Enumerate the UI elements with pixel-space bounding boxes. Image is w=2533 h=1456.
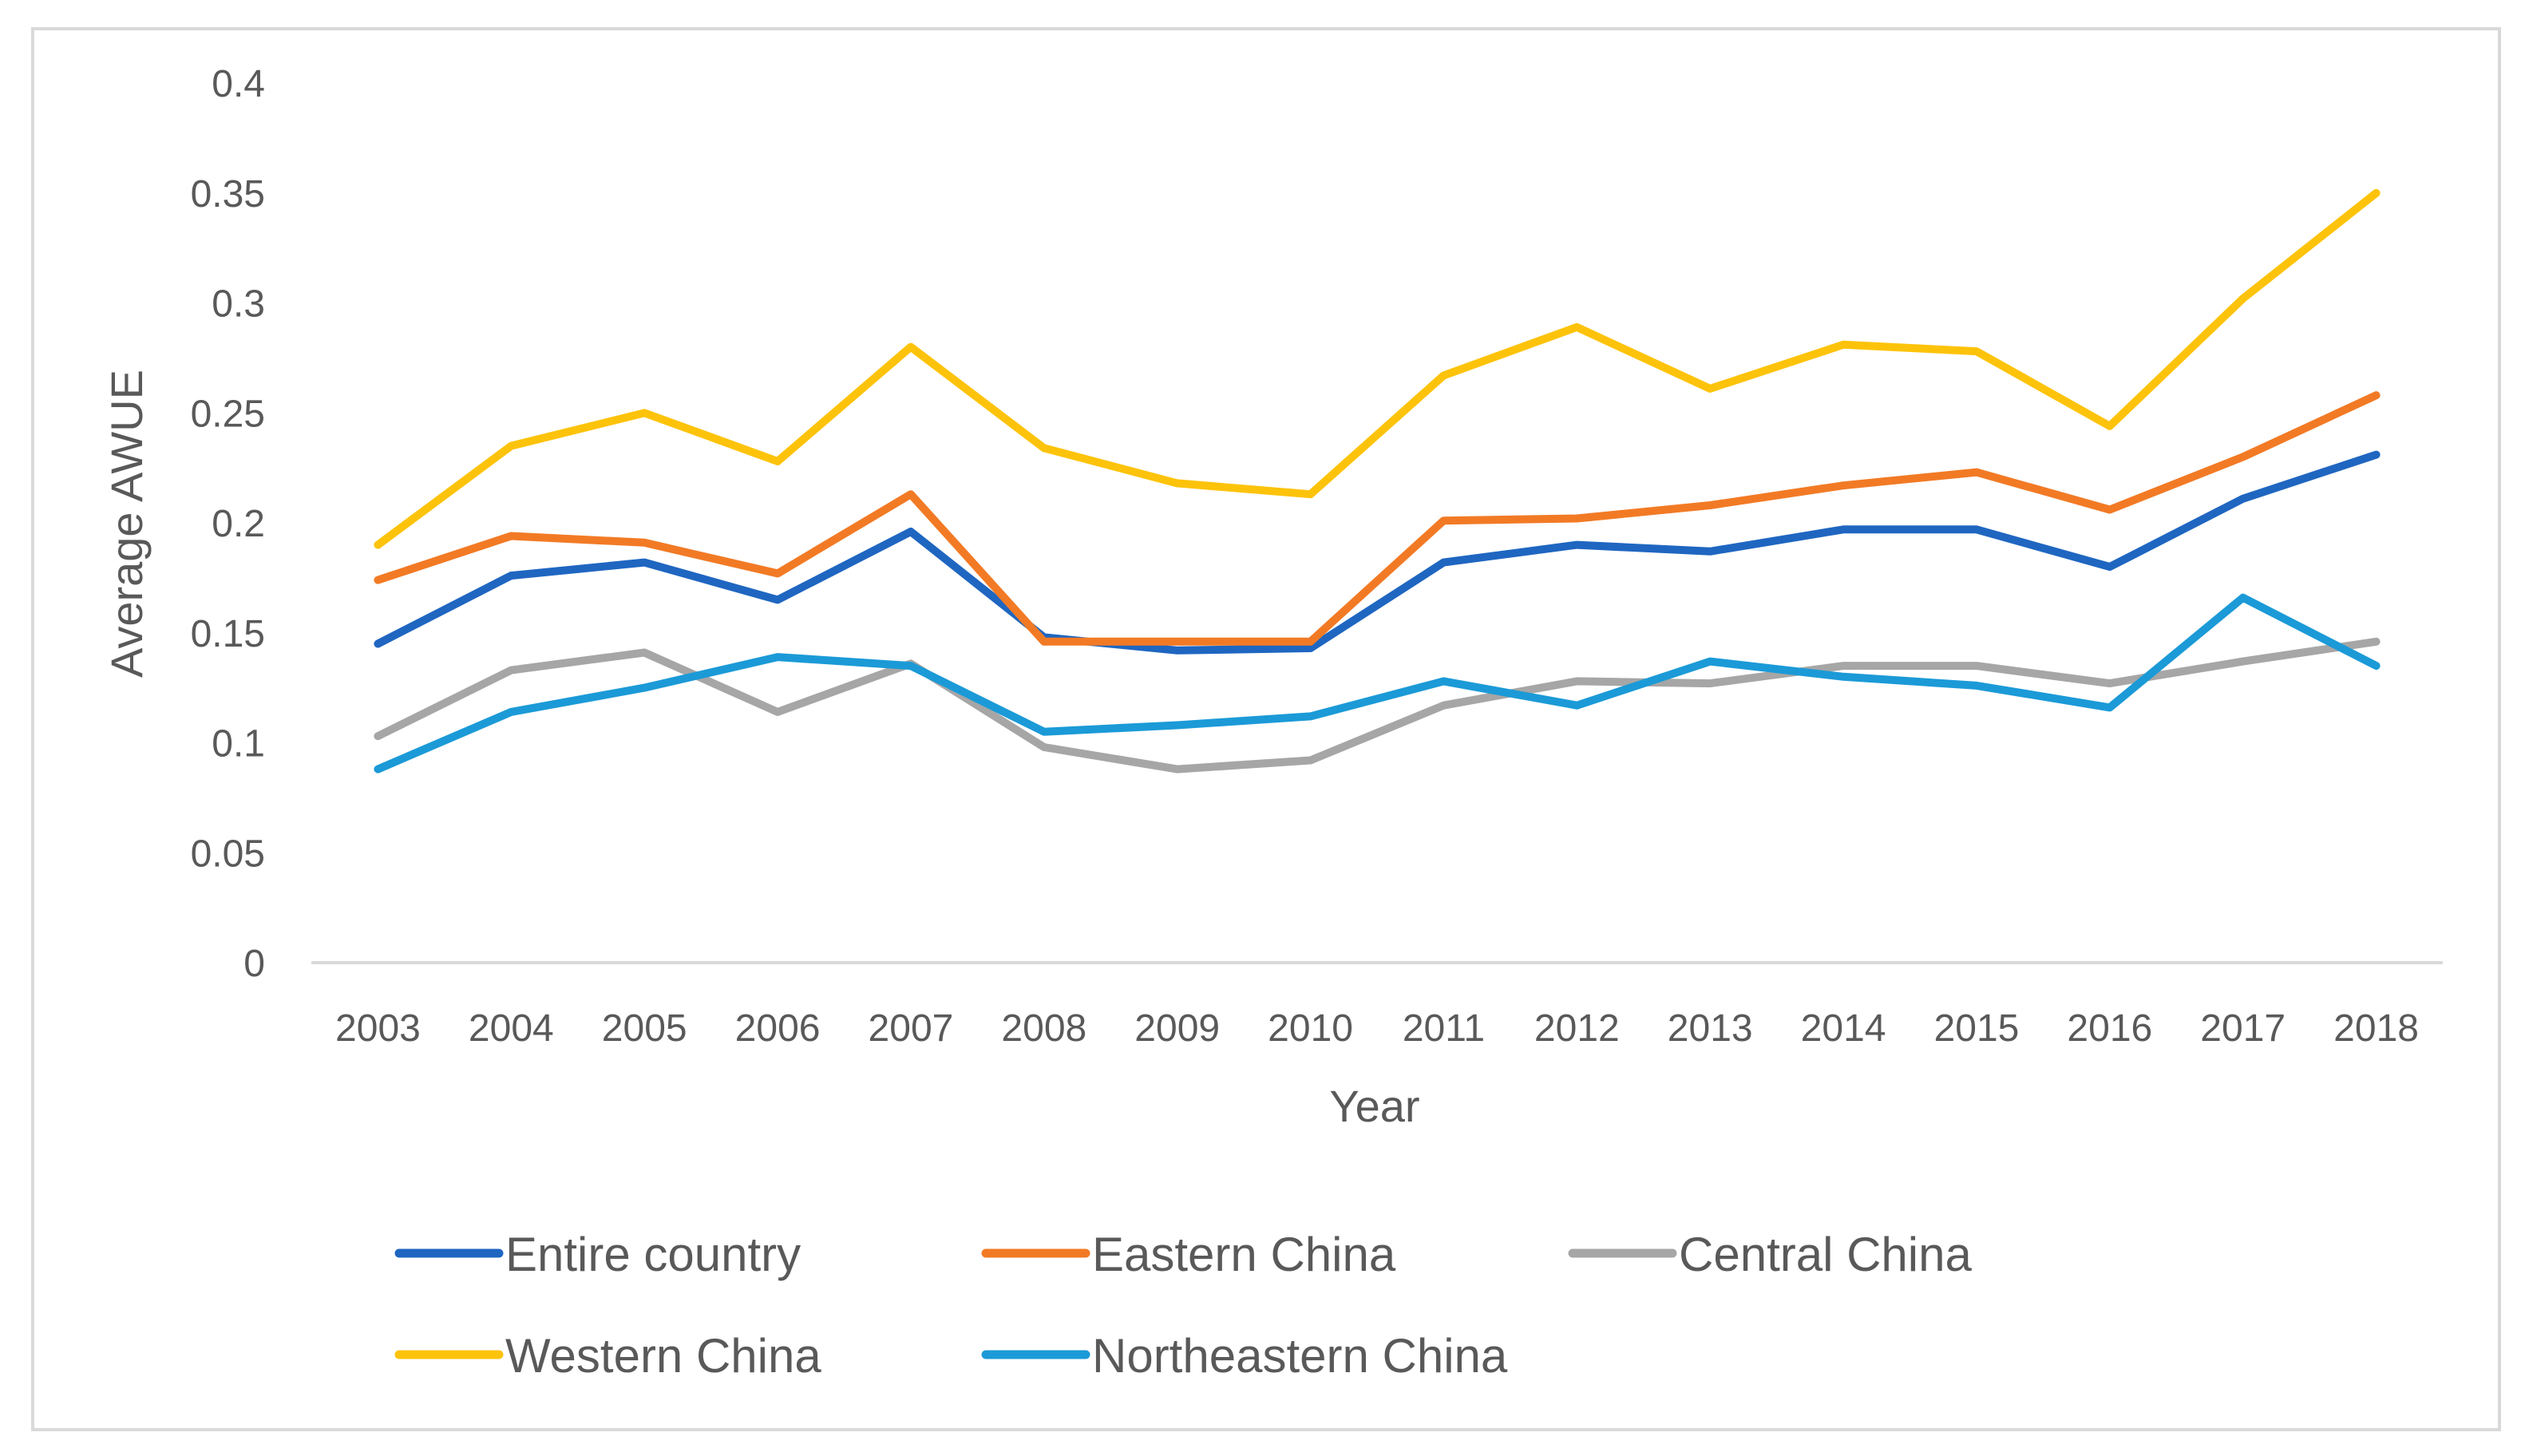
y-tick-labels: 0 0.05 0.1 0.15 0.2 0.25 0.3 0.35 0.4 xyxy=(191,63,265,985)
x-tick-label: 2015 xyxy=(1934,1007,2020,1050)
y-tick-label: 0.35 xyxy=(191,173,265,216)
y-axis-title: Average AWUE xyxy=(101,370,152,678)
x-tick-label: 2018 xyxy=(2333,1007,2419,1050)
y-tick-label: 0 xyxy=(243,943,265,985)
series-line-western-china xyxy=(374,188,2381,549)
x-tick-label: 2006 xyxy=(735,1007,821,1050)
legend-label-entire-country: Entire country xyxy=(505,1228,801,1281)
y-tick-label: 0.15 xyxy=(191,613,265,655)
y-tick-label: 0.25 xyxy=(191,393,265,435)
x-tick-label: 2010 xyxy=(1268,1007,1353,1050)
x-tick-label: 2012 xyxy=(1534,1007,1620,1050)
x-tick-label: 2016 xyxy=(2067,1007,2152,1050)
series-line-entire-country xyxy=(374,450,2381,655)
x-tick-label: 2017 xyxy=(2200,1007,2286,1050)
series-line-northeastern-china xyxy=(374,593,2381,774)
x-axis-title: Year xyxy=(1329,1081,1419,1131)
x-tick-labels: 2003 2004 2005 2006 2007 2008 2009 2010 2011 2012… xyxy=(335,1007,2419,1050)
legend-label-eastern-china: Eastern China xyxy=(1092,1228,1396,1281)
x-tick-label: 2014 xyxy=(1801,1007,1886,1050)
chart-frame xyxy=(31,27,2501,1431)
y-tick-label: 0.2 xyxy=(212,503,265,545)
y-tick-label: 0.3 xyxy=(212,283,265,326)
y-tick-label: 0.4 xyxy=(212,63,265,105)
legend-label-central-china: Central China xyxy=(1679,1228,1972,1281)
x-tick-label: 2011 xyxy=(1403,1007,1485,1050)
legend-label-western-china: Western China xyxy=(505,1329,821,1383)
x-tick-label: 2005 xyxy=(602,1007,687,1050)
x-tick-label: 2009 xyxy=(1134,1007,1220,1050)
series-lines xyxy=(374,188,2381,774)
legend-label-northeastern-china: Northeastern China xyxy=(1092,1329,1508,1383)
y-tick-label: 0.05 xyxy=(191,833,265,875)
legend: Entire country Eastern China Central China… xyxy=(394,1228,1972,1383)
series-line-central-china xyxy=(374,637,2381,774)
x-tick-label: 2003 xyxy=(335,1007,421,1050)
x-tick-label: 2004 xyxy=(469,1007,554,1050)
y-tick-label: 0.1 xyxy=(212,723,265,766)
x-tick-label: 2008 xyxy=(1001,1007,1086,1050)
x-tick-label: 2013 xyxy=(1668,1007,1753,1050)
x-tick-label: 2007 xyxy=(869,1007,954,1050)
series-line-eastern-china xyxy=(374,391,2381,646)
